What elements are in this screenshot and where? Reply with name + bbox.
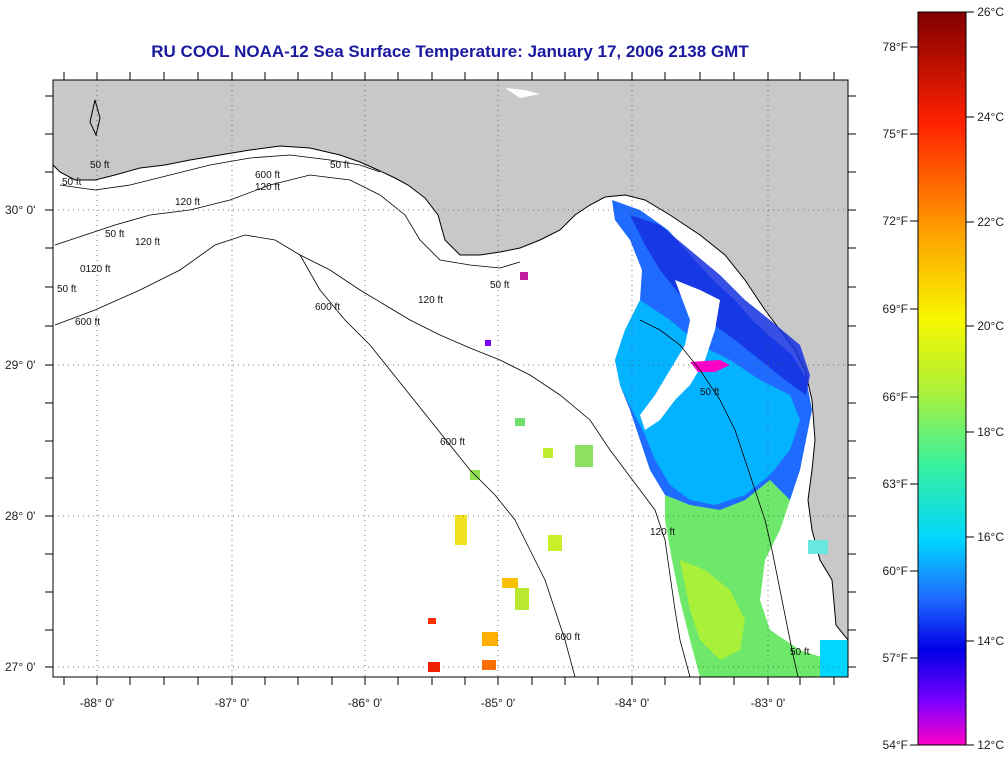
colorbar-f-label: 57°F (883, 651, 908, 665)
lon-tick-label: -87° 0' (215, 696, 249, 710)
contour-label: 50 ft (790, 647, 810, 658)
sst-data (428, 200, 848, 677)
lon-tick-label: -83° 0' (751, 696, 785, 710)
coastal-feature (89, 99, 101, 137)
longitude-labels: -88° 0' -87° 0' -86° 0' -85° 0' -84° 0' … (80, 696, 785, 710)
colorbar-f-label: 54°F (883, 738, 908, 752)
inland-lake (505, 88, 540, 98)
contour-label: 50 ft (700, 387, 720, 398)
contour-label: 120 ft (175, 197, 200, 208)
colorbar-c-label: 20°C (977, 319, 1004, 333)
colorbar-c-label: 14°C (977, 634, 1004, 648)
colorbar-f-label: 60°F (883, 564, 908, 578)
contour-label: 600 ft (555, 632, 580, 643)
contour-label: 600 ft (315, 302, 340, 313)
contour-label: 50 ft (57, 284, 77, 295)
lon-tick-label: -85° 0' (481, 696, 515, 710)
contour-labels: 50 ft 120 ft 600 ft 50 ft 120 ft 50 ft 5… (57, 160, 810, 658)
map-title: RU COOL NOAA-12 Sea Surface Temperature:… (151, 42, 749, 61)
colorbar-f-label: 75°F (883, 127, 908, 141)
lat-tick-label: 30° 0' (5, 203, 35, 217)
contour-label: 50 ft (330, 160, 350, 171)
lon-tick-label: -88° 0' (80, 696, 114, 710)
lat-tick-label: 29° 0' (5, 358, 35, 372)
colorbar-f-label: 72°F (883, 214, 908, 228)
colorbar-f-label: 63°F (883, 477, 908, 491)
colorbar-gradient (917, 11, 967, 746)
colorbar-c-label: 16°C (977, 530, 1004, 544)
axis-ticks (45, 72, 856, 685)
contour-label: 600 ft (75, 317, 100, 328)
colorbar: 78°F 75°F 72°F 69°F 66°F 63°F 60°F 57°F … (883, 5, 1005, 752)
colorbar-f-label: 69°F (883, 302, 908, 316)
colorbar-f-label: 66°F (883, 390, 908, 404)
contour-label: 120 ft (418, 295, 443, 306)
map-frame (52, 79, 849, 678)
lon-tick-label: -86° 0' (348, 696, 382, 710)
depth-contours (54, 154, 799, 678)
colorbar-c-label: 18°C (977, 425, 1004, 439)
contour-label: 600 ft (440, 437, 465, 448)
contour-label: 600 ft (255, 170, 280, 181)
contour-label: 50 ft (62, 177, 82, 188)
lat-tick-label: 27° 0' (5, 660, 35, 674)
contour-label: 0120 ft (80, 264, 111, 275)
contour-label: 50 ft (105, 229, 125, 240)
contour-label: 120 ft (135, 237, 160, 248)
contour-label: 120 ft (650, 527, 675, 538)
contour-label: 120 ft (255, 182, 280, 193)
colorbar-c-label: 24°C (977, 110, 1004, 124)
contour-label: 50 ft (490, 280, 510, 291)
lon-tick-label: -84° 0' (615, 696, 649, 710)
colorbar-f-label: 78°F (883, 40, 908, 54)
colorbar-c-label: 12°C (977, 738, 1004, 752)
contour-label: 50 ft (90, 160, 110, 171)
colorbar-c-label: 26°C (977, 5, 1004, 19)
latitude-labels: 30° 0' 29° 0' 28° 0' 27° 0' (5, 203, 35, 674)
colorbar-c-label: 22°C (977, 215, 1004, 229)
lat-tick-label: 28° 0' (5, 509, 35, 523)
land-mass (52, 79, 849, 642)
